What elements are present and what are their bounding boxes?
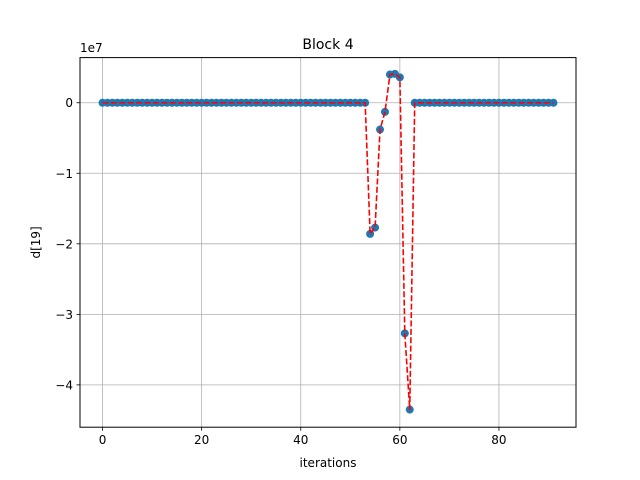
plot-frame <box>79 57 577 428</box>
y-axis-label: d[19] <box>29 226 43 258</box>
data-point <box>380 107 389 116</box>
series-line <box>102 73 554 411</box>
y-tick-label: −1 <box>55 167 73 181</box>
y-tick-label: −2 <box>55 237 73 251</box>
ticks: 0 20 40 60 80 0 −1 −2 −3 −4 <box>55 96 506 447</box>
y-tick-label: −3 <box>55 308 73 322</box>
x-tick-label: 40 <box>293 433 308 447</box>
data-point <box>549 98 558 107</box>
x-tick-label: 0 <box>99 433 107 447</box>
chart-title: Block 4 <box>302 37 353 53</box>
series-layer <box>98 69 558 414</box>
x-axis-label: iterations <box>300 456 357 470</box>
y-tick-label: 0 <box>65 96 73 110</box>
y-offset-text: 1e7 <box>80 41 103 55</box>
y-tick-label: −4 <box>55 378 73 392</box>
x-tick-label: 20 <box>194 433 209 447</box>
x-tick-label: 60 <box>392 433 407 447</box>
x-tick-label: 80 <box>491 433 506 447</box>
